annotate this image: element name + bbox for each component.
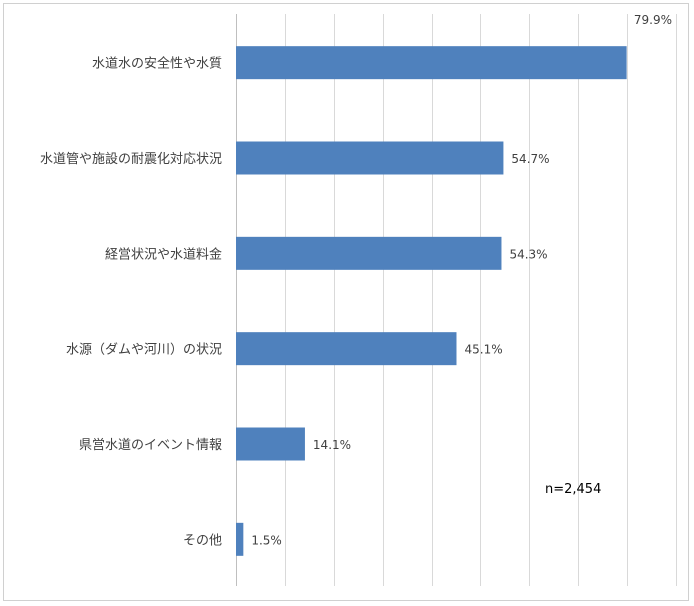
value-label: 54.3% bbox=[509, 247, 547, 261]
chart-frame bbox=[3, 3, 689, 601]
category-label: 経営状況や水道料金 bbox=[105, 246, 222, 262]
bar bbox=[236, 522, 244, 556]
value-label: 1.5% bbox=[251, 533, 281, 547]
value-labels: 79.9% 54.7% 54.3% 45.1% 14.1% 1.5% bbox=[251, 13, 672, 547]
bar bbox=[236, 236, 502, 270]
bar bbox=[236, 427, 305, 461]
category-label: その他 bbox=[183, 533, 222, 548]
value-label: 14.1% bbox=[313, 438, 351, 452]
category-label: 水道水の安全性や水質 bbox=[92, 56, 222, 72]
bar bbox=[236, 46, 627, 80]
value-label: 79.9% bbox=[634, 13, 672, 27]
bars bbox=[236, 46, 627, 556]
category-labels: 水道水の安全性や水質水道管や施設の耐震化対応状況経営状況や水道料金水源（ダムや河… bbox=[40, 56, 222, 549]
gridlines bbox=[236, 14, 677, 586]
sample-size-note: n=2,454 bbox=[545, 482, 601, 497]
value-label: 45.1% bbox=[464, 343, 502, 357]
category-label: 水源（ダムや河川）の状況 bbox=[66, 343, 222, 358]
bar bbox=[236, 141, 504, 175]
bar bbox=[236, 332, 457, 366]
category-label: 県営水道のイベント情報 bbox=[79, 438, 222, 453]
value-label: 54.7% bbox=[511, 152, 549, 166]
category-label: 水道管や施設の耐震化対応状況 bbox=[40, 151, 222, 167]
